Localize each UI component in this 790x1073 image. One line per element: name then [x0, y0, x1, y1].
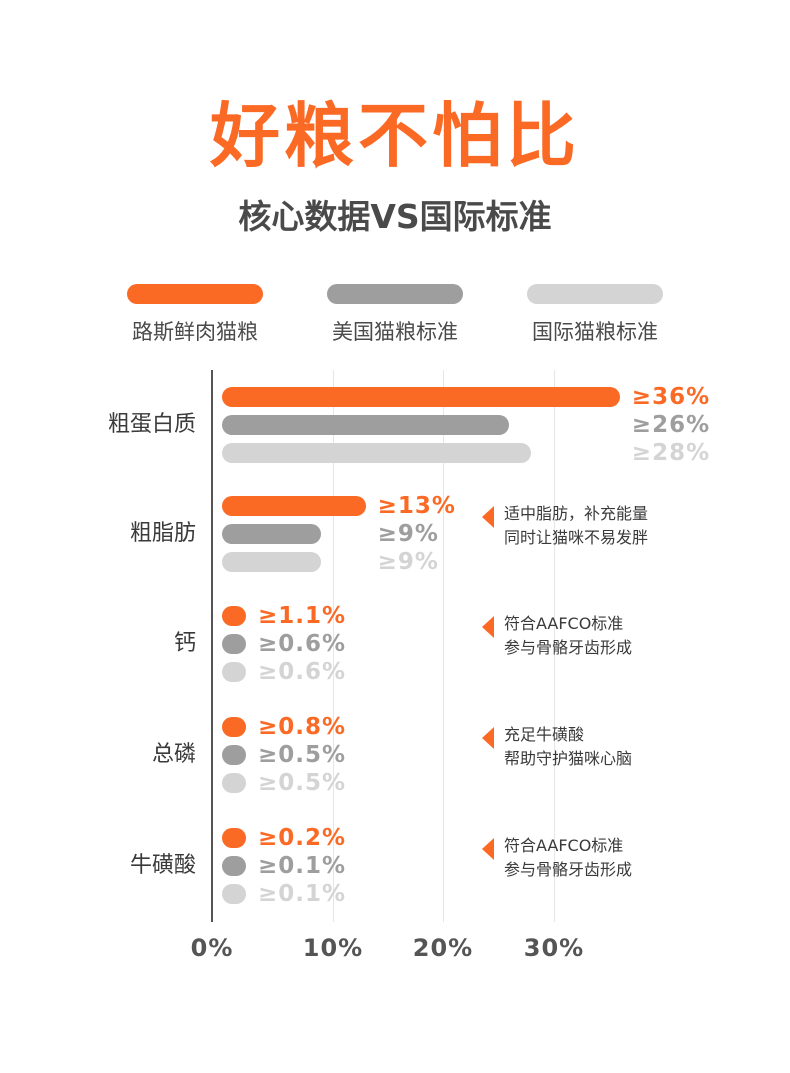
- annotation-line: 符合AAFCO标准: [504, 836, 624, 855]
- category-label-taurine: 牛磺酸: [129, 853, 196, 878]
- bar-calcium-series-1: [222, 634, 246, 654]
- legend-label: 路斯鲜肉猫粮: [132, 320, 258, 344]
- annotation-line: 同时让猫咪不易发胖: [504, 528, 649, 547]
- legend-item-intl-standard: 国际猫粮标准: [520, 284, 670, 346]
- annotation-line: 充足牛磺酸: [504, 725, 585, 744]
- bar-calcium-series-2: [222, 662, 246, 682]
- category-label-crude-protein: 粗蛋白质: [107, 412, 196, 437]
- page-title: 好粮不怕比: [210, 95, 580, 177]
- annotation-arrow-icon: [482, 838, 494, 860]
- grid-line: [554, 370, 555, 922]
- x-tick-label: 0%: [190, 934, 234, 962]
- bar-crude-fat-series-2: [222, 552, 322, 572]
- legend-item-us-standard: 美国猫粮标准: [320, 284, 470, 346]
- value-label-crude-fat-series-1: ≥9%: [377, 521, 439, 547]
- bar-taurine-series-1: [222, 856, 246, 876]
- bar-taurine-series-0: [222, 828, 246, 848]
- page-subtitle: 核心数据VS国际标准: [238, 197, 552, 236]
- x-tick-label: 20%: [412, 934, 474, 962]
- bar-crude-protein-series-2: [222, 443, 532, 463]
- value-label-taurine-series-0: ≥0.2%: [258, 825, 347, 851]
- legend-swatch: [327, 284, 463, 304]
- annotation-line: 参与骨骼牙齿形成: [504, 860, 633, 879]
- value-label-crude-fat-series-2: ≥9%: [377, 549, 439, 575]
- value-label-taurine-series-1: ≥0.1%: [258, 853, 347, 879]
- annotation-line: 适中脂肪，补充能量: [504, 504, 649, 523]
- value-label-crude-protein-series-2: ≥28%: [631, 440, 711, 466]
- category-label-calcium: 钙: [173, 631, 196, 656]
- x-tick-label: 30%: [523, 934, 585, 962]
- annotation-line: 帮助守护猫咪心脑: [504, 749, 633, 768]
- annotation-arrow-icon: [482, 616, 494, 638]
- value-label-crude-protein-series-0: ≥36%: [631, 384, 711, 410]
- bar-taurine-series-2: [222, 884, 246, 904]
- legend-swatch: [527, 284, 663, 304]
- annotation-text: 充足牛磺酸帮助守护猫咪心脑: [504, 723, 632, 771]
- value-label-calcium-series-2: ≥0.6%: [258, 659, 347, 685]
- y-axis-line: [211, 370, 213, 922]
- annotation-line: 符合AAFCO标准: [504, 614, 624, 633]
- grid-line: [443, 370, 444, 922]
- value-label-phosphorus-series-1: ≥0.5%: [258, 742, 347, 768]
- annotation-arrow-icon: [482, 506, 494, 528]
- x-tick-label: 10%: [302, 934, 364, 962]
- annotation-line: 参与骨骼牙齿形成: [504, 638, 633, 657]
- bar-crude-fat-series-0: [222, 496, 366, 516]
- bar-crude-protein-series-1: [222, 415, 510, 435]
- bar-phosphorus-series-2: [222, 773, 246, 793]
- value-label-calcium-series-0: ≥1.1%: [258, 603, 347, 629]
- legend-swatch: [127, 284, 263, 304]
- value-label-taurine-series-2: ≥0.1%: [258, 881, 347, 907]
- annotation-text: 适中脂肪，补充能量 同时让猫咪不易发胖: [504, 502, 648, 550]
- bar-phosphorus-series-0: [222, 717, 246, 737]
- category-label-phosphorus: 总磷: [151, 742, 196, 767]
- value-label-crude-protein-series-1: ≥26%: [631, 412, 711, 438]
- annotation-arrow-icon: [482, 727, 494, 749]
- bar-crude-fat-series-1: [222, 524, 322, 544]
- grid-line: [333, 370, 334, 922]
- bar-phosphorus-series-1: [222, 745, 246, 765]
- annotation-text: 符合AAFCO标准 参与骨骼牙齿形成: [504, 612, 632, 660]
- value-label-crude-fat-series-0: ≥13%: [377, 493, 456, 519]
- value-label-phosphorus-series-0: ≥0.8%: [258, 714, 347, 740]
- legend-item-brand: 路斯鲜肉猫粮: [120, 284, 270, 346]
- value-label-phosphorus-series-2: ≥0.5%: [258, 770, 347, 796]
- category-label-crude-fat: 粗脂肪: [129, 521, 196, 546]
- annotation-text: 符合AAFCO标准 参与骨骼牙齿形成: [504, 834, 632, 882]
- bar-crude-protein-series-0: [222, 387, 620, 407]
- legend-label: 国际猫粮标准: [532, 320, 658, 344]
- bar-calcium-series-0: [222, 606, 246, 626]
- value-label-calcium-series-1: ≥0.6%: [258, 631, 347, 657]
- legend-label: 美国猫粮标准: [332, 320, 458, 344]
